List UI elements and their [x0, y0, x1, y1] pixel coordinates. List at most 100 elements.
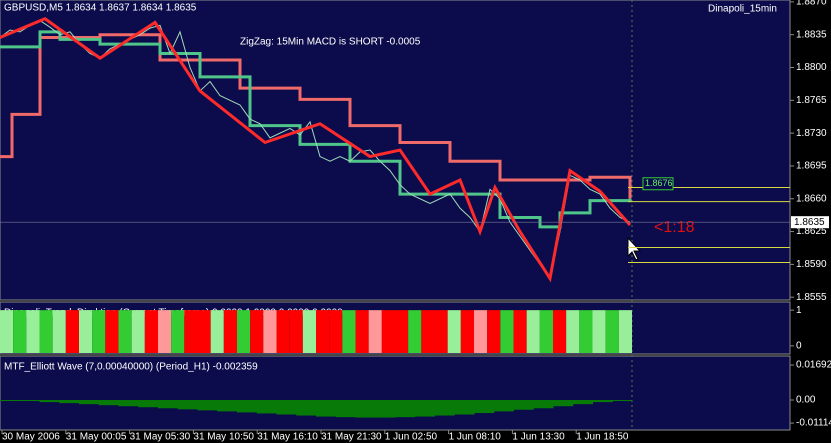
wave-bar: [414, 400, 435, 417]
trend-bar: [65, 310, 79, 353]
trend-bar: [223, 310, 237, 353]
y-tick-label: 1.8870: [796, 0, 827, 8]
wave-bar: [474, 400, 495, 414]
trend-bar: [237, 310, 251, 353]
trend-bar: [474, 310, 488, 353]
wave-bar: [276, 400, 297, 415]
trend-bar: [105, 310, 119, 353]
trend-bar: [316, 310, 330, 353]
wave-bar: [177, 400, 198, 410]
current-price-label: 1.8635: [794, 217, 825, 228]
current-price-box: [791, 216, 829, 229]
trend-bar: [605, 310, 619, 353]
wave-bar: [237, 400, 258, 413]
wave-bar: [217, 400, 238, 412]
y-tick-label: 1.8835: [796, 29, 827, 40]
y-tick-label: 0.016924: [796, 360, 831, 371]
wave-bar: [572, 400, 593, 405]
x-tick-label: 31 May 16:10: [257, 432, 318, 443]
trend-bar: [553, 310, 567, 353]
trend-bar: [131, 310, 145, 353]
wave-bar: [592, 400, 613, 403]
wave-bar: [296, 400, 317, 416]
y-tick-label: 1.8590: [796, 259, 827, 270]
y-tick-label: 1: [796, 305, 802, 316]
trend-bar: [144, 310, 158, 353]
trend-bar: [513, 310, 527, 353]
wave-bar: [138, 400, 159, 408]
wave-bar: [355, 400, 376, 418]
wave-bar: [256, 400, 277, 414]
wave-bar: [513, 400, 534, 410]
wave-bar: [335, 400, 356, 418]
y-tick-label: 1.8695: [796, 161, 827, 172]
trend-bar: [13, 310, 27, 353]
y-tick-label: 1.8800: [796, 62, 827, 73]
trend-bar: [263, 310, 277, 353]
indicator-name: Dinapoli_15min: [708, 4, 777, 15]
trend-bar: [302, 310, 316, 353]
x-tick-label: 31 May 10:50: [193, 432, 254, 443]
trend-bar: [250, 310, 264, 353]
wave-bar: [0, 400, 21, 402]
wave-bar: [395, 400, 416, 418]
trend-bar: [158, 310, 172, 353]
wave-bar: [118, 400, 139, 407]
annotation: ZigZag: 15Min MACD is SHORT -0.0005: [240, 37, 421, 48]
trend-bar: [52, 310, 66, 353]
trend-bar: [368, 310, 382, 353]
trend-bar: [184, 310, 198, 353]
y-tick-label: 1.8765: [796, 95, 827, 106]
x-tick-label: 31 May 05:30: [130, 432, 191, 443]
y-tick-label: -0.011145: [796, 418, 831, 429]
trend-bar: [487, 310, 501, 353]
trend-bar: [342, 310, 356, 353]
trend-bar: [92, 310, 106, 353]
trend-bar: [421, 310, 435, 353]
panel-title: MTF_Elliott Wave (7,0.00040000) (Period_…: [4, 362, 258, 373]
symbol-header: GBPUSD,M5 1.8634 1.8637 1.8634 1.8635: [4, 3, 197, 14]
trend-bar: [539, 310, 553, 353]
wave-bar: [59, 400, 80, 404]
trend-bar: [526, 310, 540, 353]
trend-bar: [579, 310, 593, 353]
wave-bar: [79, 400, 100, 405]
wave-bar: [197, 400, 218, 411]
trend-bar: [500, 310, 514, 353]
trend-bar: [566, 310, 580, 353]
trend-bar: [171, 310, 185, 353]
y-tick-label: 0.00: [796, 395, 816, 406]
trend-bar: [355, 310, 369, 353]
y-tick-label: 1.8555: [796, 292, 827, 303]
target-box: [642, 177, 674, 191]
wave-bar: [533, 400, 554, 409]
y-tick-label: 1.8730: [796, 128, 827, 139]
y-tick-label: 1.8660: [796, 193, 827, 204]
trend-bar: [0, 310, 14, 353]
trend-bar: [408, 310, 422, 353]
wave-bar: [434, 400, 455, 416]
trend-bar: [329, 310, 343, 353]
trend-bar: [395, 310, 409, 353]
x-tick-label: 31 May 21:30: [321, 432, 382, 443]
x-tick-label: 31 May 00:05: [66, 432, 127, 443]
wave-bar: [19, 400, 40, 402]
trend-bar: [26, 310, 40, 353]
trend-bar: [447, 310, 461, 353]
trend-bar: [79, 310, 93, 353]
trend-bar: [197, 310, 211, 353]
wave-bar: [493, 400, 514, 412]
trend-bar: [39, 310, 53, 353]
x-tick-label: 1 Jun 08:10: [449, 432, 502, 443]
wave-bar: [454, 400, 475, 415]
wave-bar: [39, 400, 60, 403]
target-label: 1.8676: [645, 178, 673, 188]
wave-bar: [158, 400, 179, 409]
wave-bar: [316, 400, 337, 417]
y-tick-label: 0: [796, 340, 802, 351]
x-tick-label: 30 May 2006: [2, 432, 60, 443]
cursor: [627, 236, 642, 261]
trend-bar: [592, 310, 606, 353]
